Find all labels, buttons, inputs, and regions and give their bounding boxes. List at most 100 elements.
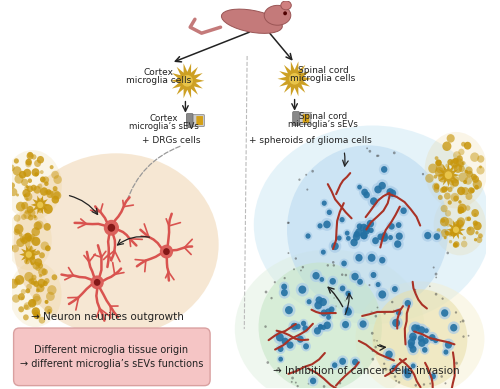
Circle shape <box>458 161 464 168</box>
Circle shape <box>466 193 472 200</box>
Circle shape <box>323 385 326 388</box>
Circle shape <box>344 274 347 276</box>
Circle shape <box>383 363 386 365</box>
Circle shape <box>343 229 351 237</box>
Circle shape <box>442 142 452 151</box>
Circle shape <box>30 254 35 260</box>
Circle shape <box>428 371 438 381</box>
Circle shape <box>318 324 323 329</box>
Circle shape <box>32 296 42 305</box>
Circle shape <box>393 311 395 313</box>
Circle shape <box>353 233 360 241</box>
Circle shape <box>24 210 28 214</box>
Circle shape <box>450 193 459 202</box>
Circle shape <box>446 134 454 143</box>
Circle shape <box>24 186 29 191</box>
Circle shape <box>446 252 449 254</box>
Circle shape <box>318 275 326 284</box>
Circle shape <box>366 147 368 149</box>
Circle shape <box>294 322 302 331</box>
Circle shape <box>24 258 30 264</box>
Circle shape <box>24 169 31 177</box>
Circle shape <box>462 161 466 165</box>
Circle shape <box>321 319 334 332</box>
Circle shape <box>350 273 353 276</box>
Circle shape <box>346 291 351 296</box>
Circle shape <box>21 214 26 220</box>
Circle shape <box>409 333 417 341</box>
Circle shape <box>432 266 434 268</box>
Circle shape <box>44 181 48 186</box>
Circle shape <box>305 174 307 176</box>
Circle shape <box>393 151 396 154</box>
Circle shape <box>285 306 293 314</box>
Circle shape <box>465 166 472 174</box>
Circle shape <box>328 240 342 253</box>
Circle shape <box>416 324 428 336</box>
Circle shape <box>368 254 376 262</box>
Circle shape <box>442 348 450 356</box>
Circle shape <box>392 286 398 292</box>
Circle shape <box>441 309 448 317</box>
Circle shape <box>477 155 484 163</box>
Circle shape <box>300 323 310 333</box>
Circle shape <box>27 245 34 252</box>
Circle shape <box>319 298 327 306</box>
Circle shape <box>319 248 328 256</box>
Circle shape <box>344 308 352 316</box>
Circle shape <box>19 171 26 179</box>
Circle shape <box>14 158 19 164</box>
Circle shape <box>434 184 439 189</box>
Circle shape <box>26 185 29 188</box>
Circle shape <box>444 218 453 227</box>
Circle shape <box>365 251 378 265</box>
Circle shape <box>478 233 483 238</box>
Circle shape <box>300 270 302 272</box>
Circle shape <box>24 302 31 310</box>
Circle shape <box>392 238 404 251</box>
Circle shape <box>395 380 397 382</box>
Circle shape <box>320 309 328 317</box>
Circle shape <box>445 210 451 217</box>
Circle shape <box>45 245 51 251</box>
Circle shape <box>414 291 416 293</box>
Circle shape <box>332 362 338 368</box>
Circle shape <box>444 171 452 179</box>
Circle shape <box>424 232 432 239</box>
Circle shape <box>411 336 416 341</box>
Circle shape <box>356 223 362 230</box>
Circle shape <box>418 335 424 342</box>
Circle shape <box>345 231 350 236</box>
Circle shape <box>370 272 376 278</box>
Circle shape <box>457 217 465 226</box>
Circle shape <box>457 187 465 195</box>
Circle shape <box>444 230 447 233</box>
Circle shape <box>386 188 394 196</box>
Circle shape <box>404 368 409 374</box>
Circle shape <box>33 281 39 287</box>
Circle shape <box>448 187 452 192</box>
Circle shape <box>291 381 292 383</box>
Circle shape <box>476 166 484 175</box>
Circle shape <box>34 160 41 167</box>
Circle shape <box>52 171 59 179</box>
Circle shape <box>352 273 358 280</box>
Circle shape <box>28 209 36 217</box>
Circle shape <box>34 221 42 230</box>
Circle shape <box>37 156 44 163</box>
Circle shape <box>461 241 468 247</box>
Circle shape <box>32 275 36 280</box>
Circle shape <box>306 233 310 239</box>
Circle shape <box>325 208 334 217</box>
Circle shape <box>337 356 348 367</box>
Circle shape <box>308 375 318 386</box>
Circle shape <box>310 378 316 384</box>
Circle shape <box>470 188 475 193</box>
Circle shape <box>370 197 378 205</box>
Circle shape <box>440 205 448 212</box>
Circle shape <box>340 217 344 223</box>
Circle shape <box>290 323 298 330</box>
Circle shape <box>374 186 382 193</box>
Circle shape <box>335 305 337 307</box>
Circle shape <box>396 222 402 228</box>
